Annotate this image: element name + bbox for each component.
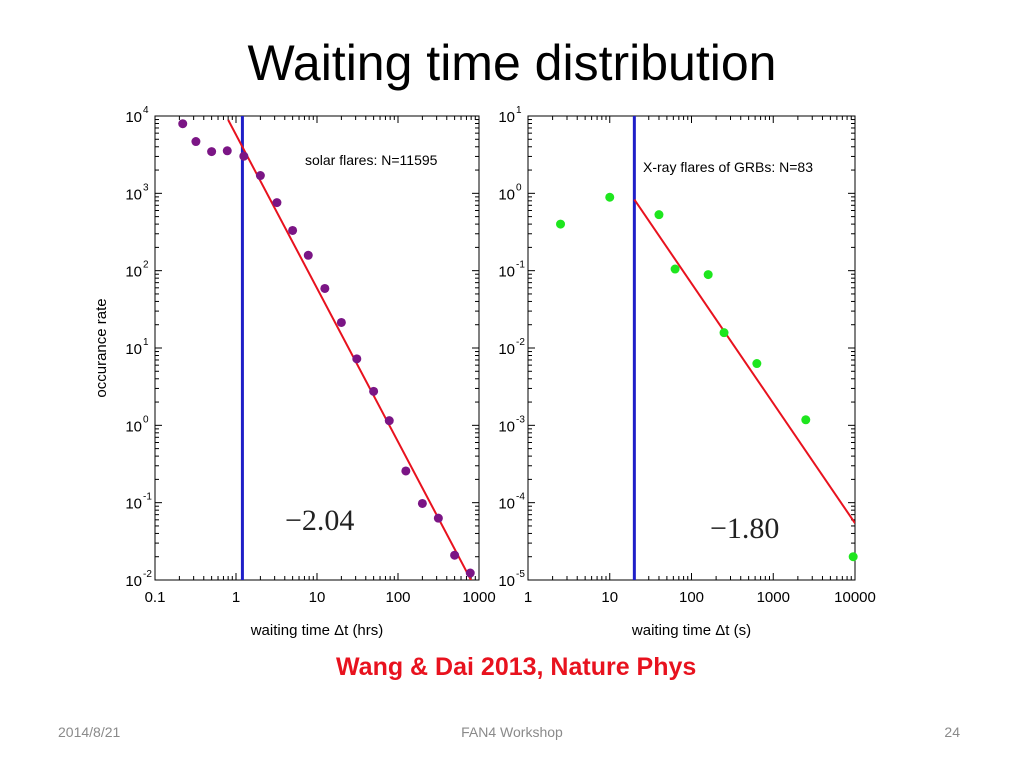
x-tick-label: 10000 [834, 589, 876, 606]
x-tick-label: 10 [309, 589, 326, 606]
x-tick-label: 10 [601, 589, 618, 606]
data-point [320, 283, 330, 293]
fit-line [633, 199, 855, 524]
y-tick-label-exponent: 2 [143, 260, 149, 271]
data-point [703, 270, 713, 280]
y-tick-label-exponent: -1 [516, 260, 525, 271]
slope-label: −2.04 [285, 504, 354, 537]
x-tick-label: 100 [679, 589, 704, 606]
footer-page-number: 24 [944, 724, 960, 740]
data-point [222, 146, 232, 156]
data-point [752, 359, 762, 369]
data-point [433, 513, 443, 523]
y-axis-label: occurance rate [93, 298, 110, 397]
y-tick-label-exponent: 1 [143, 337, 149, 348]
y-tick-label-exponent: -2 [143, 569, 152, 580]
y-tick-label: 10 [498, 573, 515, 590]
y-tick-label-exponent: 0 [516, 182, 522, 193]
plot-frame [527, 115, 856, 581]
y-tick-label-exponent: 1 [516, 105, 522, 116]
y-tick-label: 10 [498, 418, 515, 435]
x-tick-label: 0.1 [145, 589, 166, 606]
data-point [369, 386, 379, 396]
data-point [605, 192, 615, 202]
x-axis-label: waiting time Δt (s) [631, 622, 751, 639]
data-point [288, 225, 298, 235]
x-axis-label: waiting time Δt (hrs) [250, 622, 384, 639]
data-point [670, 264, 680, 274]
y-tick-label-exponent: -5 [516, 569, 525, 580]
y-tick-label: 10 [125, 264, 142, 281]
y-tick-label-exponent: 4 [143, 105, 149, 116]
slide-title: Waiting time distribution [247, 35, 777, 91]
tick-marks [527, 115, 856, 581]
y-tick-label: 10 [125, 418, 142, 435]
data-point [178, 119, 188, 129]
fit-line [227, 119, 473, 580]
y-tick-label-exponent: -4 [516, 492, 525, 503]
y-tick-label: 10 [125, 341, 142, 358]
y-tick-label-exponent: -2 [516, 337, 525, 348]
y-tick-label: 10 [498, 496, 515, 513]
data-point [272, 198, 282, 208]
y-tick-label: 10 [125, 109, 142, 126]
x-tick-label: 1 [524, 589, 532, 606]
y-tick-label: 10 [498, 264, 515, 281]
series-annotation: solar flares: N=11595 [305, 152, 438, 168]
x-tick-label: 1 [232, 589, 240, 606]
data-point [465, 568, 475, 578]
y-tick-label: 10 [498, 341, 515, 358]
data-point [654, 210, 664, 220]
data-point [556, 219, 566, 229]
data-point [207, 147, 217, 157]
data-point [255, 171, 265, 181]
data-point [303, 250, 313, 260]
citation: Wang & Dai 2013, Nature Phys [336, 653, 697, 681]
y-tick-label-exponent: 3 [143, 182, 149, 193]
x-tick-label: 100 [385, 589, 410, 606]
y-tick-label: 10 [125, 573, 142, 590]
data-point [450, 550, 460, 560]
series-annotation: X-ray flares of GRBs: N=83 [643, 159, 813, 175]
data-point [336, 317, 346, 327]
tick-marks [154, 115, 480, 581]
y-tick-label: 10 [125, 186, 142, 203]
data-point [401, 466, 411, 476]
data-point [191, 137, 201, 147]
x-tick-label: 1000 [757, 589, 790, 606]
slope-label: −1.80 [710, 512, 779, 545]
y-tick-label: 10 [125, 496, 142, 513]
data-point [801, 415, 811, 425]
y-tick-label: 10 [498, 186, 515, 203]
footer-date: 2014/8/21 [58, 724, 121, 740]
data-point [417, 498, 427, 508]
footer-event: FAN4 Workshop [461, 724, 563, 740]
data-point [848, 552, 858, 562]
y-tick-label: 10 [498, 109, 515, 126]
y-tick-label-exponent: -3 [516, 414, 525, 425]
data-point [239, 151, 249, 161]
data-point [719, 328, 729, 338]
y-tick-label-exponent: -1 [143, 492, 152, 503]
x-tick-label: 1000 [462, 589, 495, 606]
data-point [384, 416, 394, 426]
data-point [352, 354, 362, 364]
y-tick-label-exponent: 0 [143, 414, 149, 425]
